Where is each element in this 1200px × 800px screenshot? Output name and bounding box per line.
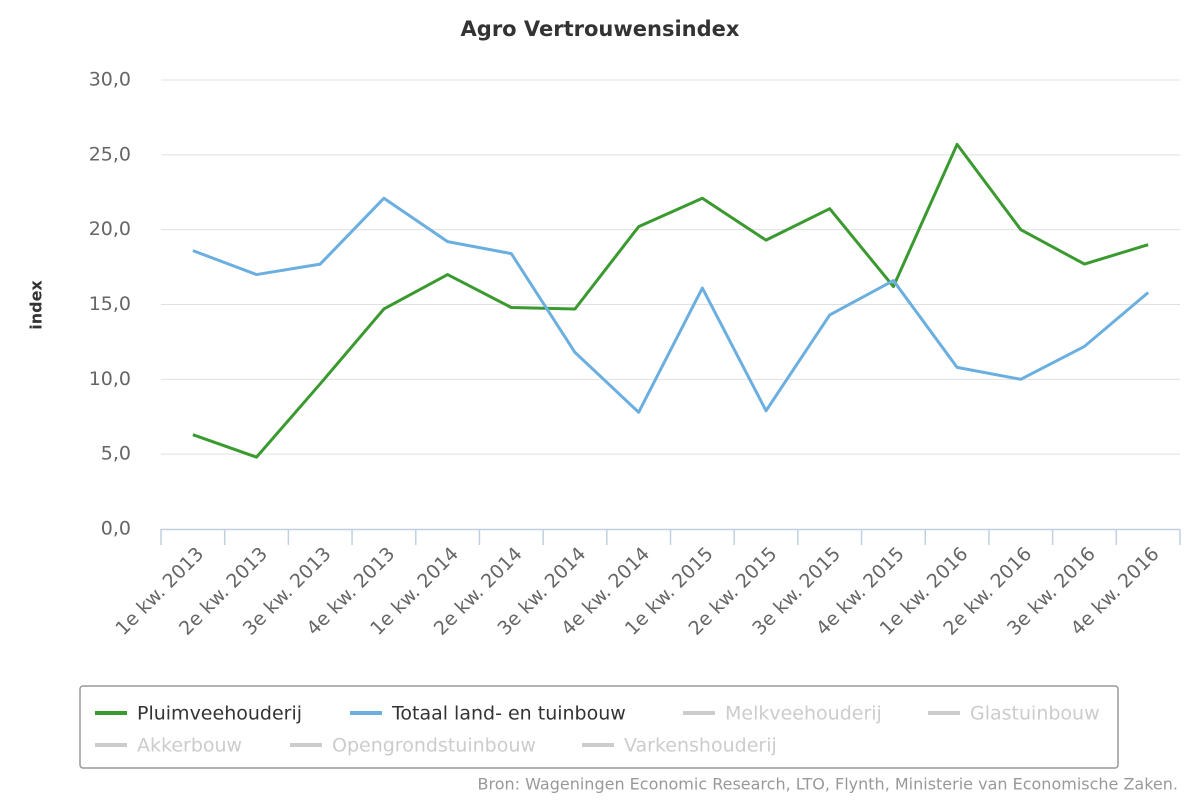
legend-label[interactable]: Glastuinbouw xyxy=(970,703,1100,725)
chart-title: Agro Vertrouwensindex xyxy=(461,17,740,41)
legend-label[interactable]: Varkenshouderij xyxy=(624,735,777,757)
y-tick-label: 15,0 xyxy=(89,293,131,315)
legend-box xyxy=(79,685,1119,769)
source-note: Bron: Wageningen Economic Research, LTO,… xyxy=(478,775,1179,794)
y-tick-label: 30,0 xyxy=(89,69,131,91)
legend-label[interactable]: Melkveehouderij xyxy=(725,703,882,725)
legend-label[interactable]: Opengrondstuinbouw xyxy=(332,735,536,757)
legend-label[interactable]: Akkerbouw xyxy=(137,735,242,757)
y-tick-label: 20,0 xyxy=(89,218,131,240)
series-line xyxy=(192,142,1149,459)
series-line xyxy=(192,196,1150,414)
legend-label[interactable]: Totaal land- en tuinbouw xyxy=(391,703,626,725)
y-tick-label: 10,0 xyxy=(89,368,131,390)
y-tick-label: 5,0 xyxy=(101,443,131,465)
y-axis-label: index xyxy=(27,280,46,330)
y-tick-label: 25,0 xyxy=(89,143,131,165)
y-tick-label: 0,0 xyxy=(101,518,131,540)
legend-label[interactable]: Pluimveehouderij xyxy=(137,703,302,725)
